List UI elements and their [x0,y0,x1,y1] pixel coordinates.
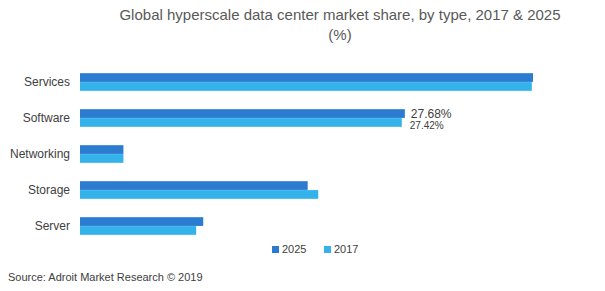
bar [80,217,203,226]
bar [80,109,405,118]
series-bars [80,73,533,226]
tick: Software [23,111,80,125]
chart: Global hyperscale data center market sha… [0,0,605,291]
subtitle: (%) [328,26,351,43]
data-labels: 27.68%27.42% [410,107,452,131]
data-label: 27.68% [411,107,452,121]
legend-item: 2017 [324,243,358,255]
bar [80,226,196,235]
legend-swatch [324,246,331,253]
bar [80,181,308,190]
series-bars [80,82,532,235]
tick-label: Software [23,111,71,125]
bar [80,82,532,91]
tick: Server [35,219,80,233]
legend-item: 2025 [272,243,306,255]
legend-label: 2025 [282,243,306,255]
tick: Storage [28,183,80,197]
bar [80,145,123,154]
bar [80,190,318,199]
bar [80,73,533,82]
bar [80,154,123,163]
category-axis: Services Software Networking Storage Server [10,65,81,245]
tick-label: Storage [28,183,70,197]
legend-label: 2017 [334,243,358,255]
bar [80,118,402,127]
tick-label: Services [24,75,70,89]
data-label: 27.42% [410,120,444,131]
legend-swatch [272,246,279,253]
title: Global hyperscale data center market sha… [119,6,560,23]
source: Source: Adroit Market Research © 2019 [8,271,203,283]
tick: Services [24,75,80,89]
bars [80,73,533,235]
legend: 2025 2017 [272,243,358,255]
tick-label: Server [35,219,70,233]
tick: Networking [10,147,80,161]
tick-label: Networking [10,147,70,161]
